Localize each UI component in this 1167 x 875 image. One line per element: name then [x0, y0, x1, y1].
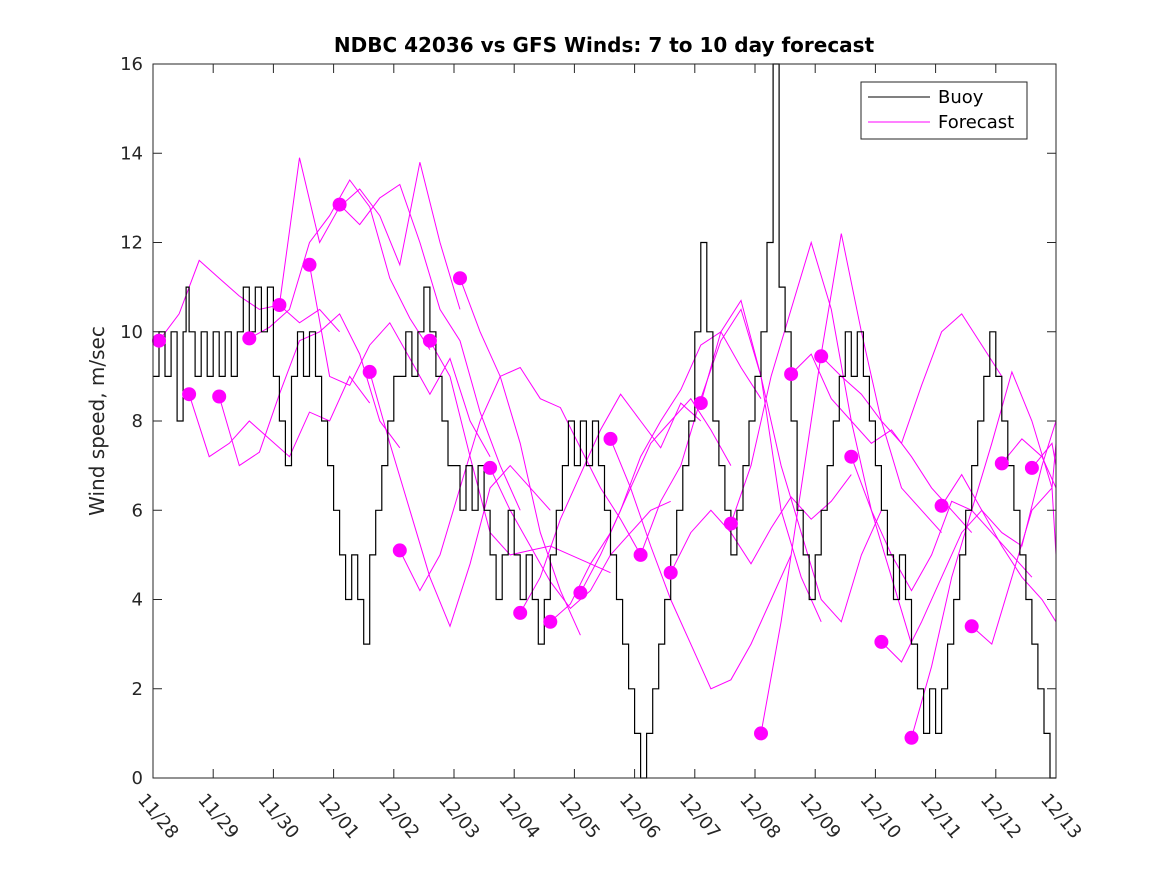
- forecast-point: [152, 333, 166, 348]
- forecast-point: [513, 605, 528, 620]
- y-tick-label: 0: [132, 768, 143, 789]
- y-tick-label: 6: [132, 500, 143, 521]
- forecast-trace: [700, 299, 882, 623]
- forecast-trace: [850, 456, 1033, 592]
- forecast-point: [603, 431, 618, 446]
- forecast-point: [302, 257, 317, 272]
- y-tick-label: 8: [132, 411, 143, 432]
- forecast-point: [573, 585, 588, 600]
- forecast-point: [212, 389, 227, 404]
- forecast-trace: [309, 264, 491, 457]
- forecast-point: [904, 730, 919, 745]
- forecast-trace: [459, 278, 642, 556]
- forecast-trace: [188, 375, 371, 458]
- legend-label-forecast: Forecast: [938, 112, 1014, 133]
- y-tick-label: 10: [120, 322, 143, 343]
- forecast-point: [182, 387, 197, 402]
- y-tick-label: 2: [132, 679, 143, 700]
- forecast-point: [392, 543, 407, 558]
- x-tick-label: 12/02: [374, 790, 423, 843]
- forecast-trace: [820, 313, 1003, 445]
- x-tick-label: 11/29: [193, 790, 242, 843]
- x-tick-label: 11/30: [254, 790, 303, 843]
- legend-box: [860, 81, 1028, 140]
- forecast-point: [994, 456, 1009, 471]
- forecast-point: [1024, 460, 1039, 475]
- forecast-point: [543, 614, 558, 629]
- buoy-line: [153, 63, 1056, 779]
- forecast-trace: [429, 340, 611, 574]
- forecast-point: [663, 565, 678, 580]
- forecast-point: [332, 197, 347, 212]
- x-tick-label: 12/04: [494, 790, 543, 843]
- y-tick-label: 16: [120, 54, 143, 75]
- forecast-point: [633, 547, 648, 562]
- forecast-point: [483, 460, 498, 475]
- x-tick-label: 11/28: [133, 790, 182, 843]
- x-tick-label: 12/07: [675, 790, 724, 843]
- forecast-point: [874, 634, 889, 649]
- forecast-point: [754, 726, 768, 741]
- forecast-point: [934, 498, 949, 513]
- forecast-trace: [549, 397, 732, 623]
- forecast-lines: [158, 157, 1057, 738]
- x-tick-label: 12/03: [434, 790, 483, 843]
- x-tick-label: 12/01: [314, 790, 363, 843]
- forecast-trace: [760, 233, 942, 734]
- chart-title: NDBC 42036 vs GFS Winds: 7 to 10 day for…: [334, 33, 875, 57]
- x-tick-label: 12/11: [916, 790, 965, 843]
- x-tick-label: 12/05: [555, 790, 604, 843]
- forecast-point: [723, 516, 738, 531]
- forecast-trace: [730, 240, 912, 645]
- x-tick-label: 12/13: [1036, 790, 1085, 843]
- y-axis: 0 2 4 6 8 10 12 14 16: [120, 54, 1056, 789]
- forecast-trace: [519, 393, 702, 614]
- x-tick-label: 12/10: [856, 790, 905, 843]
- forecast-trace: [339, 183, 521, 511]
- forecast-point: [814, 349, 829, 364]
- forecast-point: [844, 449, 859, 464]
- y-axis-label: Wind speed, m/sec: [85, 326, 109, 516]
- legend: Buoy Forecast: [860, 81, 1028, 140]
- legend-label-buoy: Buoy: [938, 87, 984, 108]
- forecast-point: [362, 364, 377, 379]
- forecast-trace: [640, 308, 822, 623]
- forecast-point: [242, 331, 257, 346]
- forecast-point: [453, 271, 467, 286]
- forecast-point: [272, 298, 287, 312]
- buoy-line-group: [153, 63, 1056, 779]
- forecast-trace: [369, 371, 551, 628]
- x-tick-label: 12/06: [615, 790, 664, 843]
- x-tick-label: 12/12: [976, 790, 1025, 843]
- plot-area: [152, 63, 1057, 779]
- x-tick-label: 12/09: [795, 790, 844, 843]
- plot-background: [153, 64, 1056, 778]
- y-tick-label: 14: [120, 143, 143, 164]
- y-tick-label: 4: [132, 590, 143, 611]
- forecast-dots: [152, 197, 1039, 745]
- forecast-point: [693, 396, 708, 411]
- y-tick-label: 12: [120, 233, 143, 254]
- forecast-trace: [278, 157, 461, 310]
- forecast-point: [422, 333, 437, 348]
- forecast-point: [784, 367, 799, 382]
- forecast-point: [964, 619, 979, 634]
- forecast-trace: [610, 438, 792, 690]
- x-tick-label: 12/08: [735, 790, 784, 843]
